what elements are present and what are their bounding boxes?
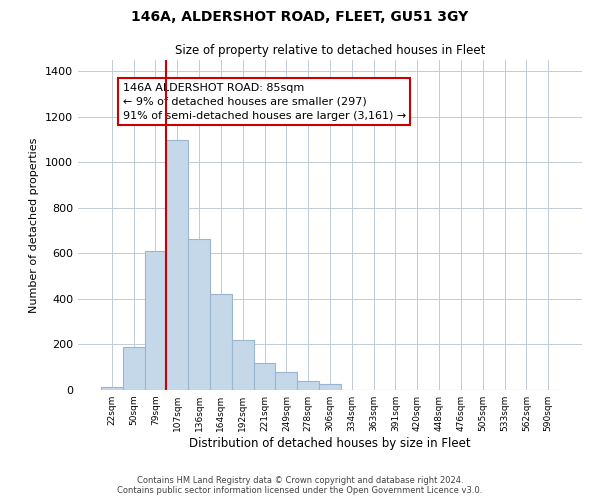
- Title: Size of property relative to detached houses in Fleet: Size of property relative to detached ho…: [175, 44, 485, 58]
- Bar: [145, 251, 166, 390]
- Bar: [123, 347, 145, 390]
- Bar: [210, 294, 232, 390]
- Text: 146A ALDERSHOT ROAD: 85sqm
← 9% of detached houses are smaller (297)
91% of semi: 146A ALDERSHOT ROAD: 85sqm ← 9% of detac…: [123, 83, 406, 121]
- Bar: [254, 362, 275, 390]
- Bar: [166, 140, 188, 390]
- Bar: [188, 238, 210, 390]
- X-axis label: Distribution of detached houses by size in Fleet: Distribution of detached houses by size …: [189, 437, 471, 450]
- Bar: [319, 384, 341, 390]
- Bar: [275, 372, 297, 390]
- Bar: [101, 386, 123, 390]
- Text: 146A, ALDERSHOT ROAD, FLEET, GU51 3GY: 146A, ALDERSHOT ROAD, FLEET, GU51 3GY: [131, 10, 469, 24]
- Bar: [232, 340, 254, 390]
- Text: Contains HM Land Registry data © Crown copyright and database right 2024.
Contai: Contains HM Land Registry data © Crown c…: [118, 476, 482, 495]
- Bar: [297, 381, 319, 390]
- Y-axis label: Number of detached properties: Number of detached properties: [29, 138, 40, 312]
